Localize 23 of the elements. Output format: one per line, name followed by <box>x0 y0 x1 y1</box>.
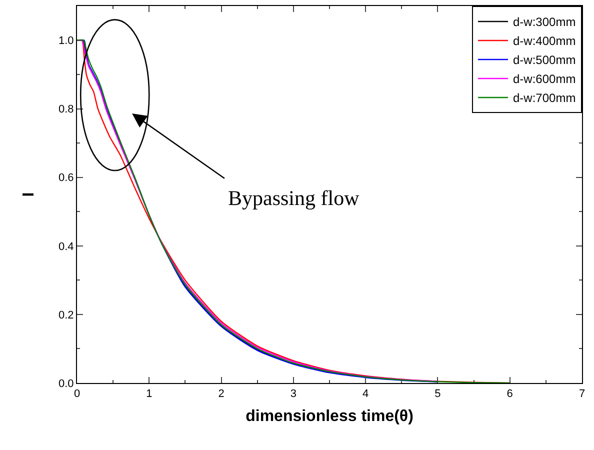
legend-label: d-w:700mm <box>513 91 576 106</box>
legend-label: d-w:600mm <box>513 72 576 86</box>
y-tick-label: 0.0 <box>58 378 74 390</box>
annotation: Bypassing flow <box>228 186 360 210</box>
y-tick-label: 0.4 <box>58 240 74 253</box>
x-axis-title: dimensionless time(θ) <box>246 408 414 425</box>
x-tick-label: 3 <box>290 388 296 400</box>
y-tick-label: 0.2 <box>58 309 74 322</box>
x-tick-label: 6 <box>506 388 513 400</box>
y-tick-label: 0.8 <box>58 104 74 116</box>
x-tick-label: 2 <box>218 388 224 400</box>
legend-label: d-w:500mm <box>513 53 576 68</box>
legend-label: d-w:300mm <box>513 15 576 30</box>
y-tick-label: 1.0 <box>58 35 74 48</box>
x-tick-label: 5 <box>434 388 441 400</box>
y-tick-label: 0.6 <box>58 172 74 184</box>
x-tick-label: 1 <box>146 388 152 400</box>
x-tick-label: 0 <box>74 388 80 400</box>
x-tick-label: 4 <box>362 388 369 400</box>
y-axis-title: I <box>20 192 38 197</box>
legend-label: d-w:400mm <box>513 34 576 48</box>
line-series <box>77 40 510 383</box>
x-tick-label: 7 <box>578 388 586 400</box>
